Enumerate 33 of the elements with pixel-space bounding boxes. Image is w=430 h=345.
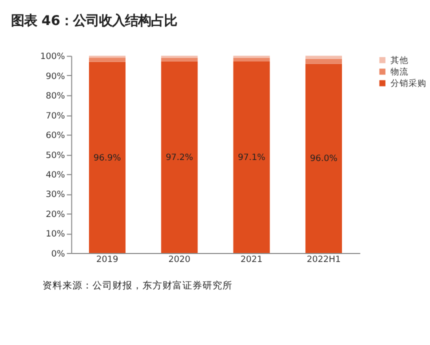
y-tick-label: 70% [46,111,65,122]
y-tick-label: 0% [51,249,65,260]
y-tick-label: 100% [40,52,65,62]
x-tick-label: 2020 [168,255,190,266]
x-tick-label: 2021 [240,255,263,266]
x-tick-label: 2019 [96,255,118,266]
data-label: 97.2% [166,153,194,164]
y-tick-label: 10% [46,230,65,240]
data-label: 97.1% [238,153,266,164]
text: 资料来源：公司财报，东方财富证券研究所 [42,280,232,292]
y-tick-label: 50% [46,150,65,161]
bar [233,62,270,254]
y-tick-label: 30% [46,190,65,200]
y-tick-label: 20% [46,210,65,220]
y-tick-label: 40% [46,170,65,180]
bar [305,56,342,59]
bar [305,58,342,64]
chart-title: 图表 46：公司收入结构占比 [10,13,178,30]
y-tick-label: 60% [46,131,65,142]
bar [233,58,270,62]
bar [88,58,126,62]
data-label: 96.9% [94,153,121,164]
bar [161,58,198,62]
bar [305,64,342,254]
data-label: 96.0% [310,154,338,164]
y-tick-label: 90% [46,72,65,82]
bar [88,62,126,254]
bar [161,61,198,254]
legend-label: 分销采购 [390,78,427,90]
legend-label: 物流 [390,66,409,78]
y-tick-label: 80% [46,92,65,102]
x-tick-label: 2022H1 [306,255,341,266]
legend-label: 其他 [390,55,409,66]
